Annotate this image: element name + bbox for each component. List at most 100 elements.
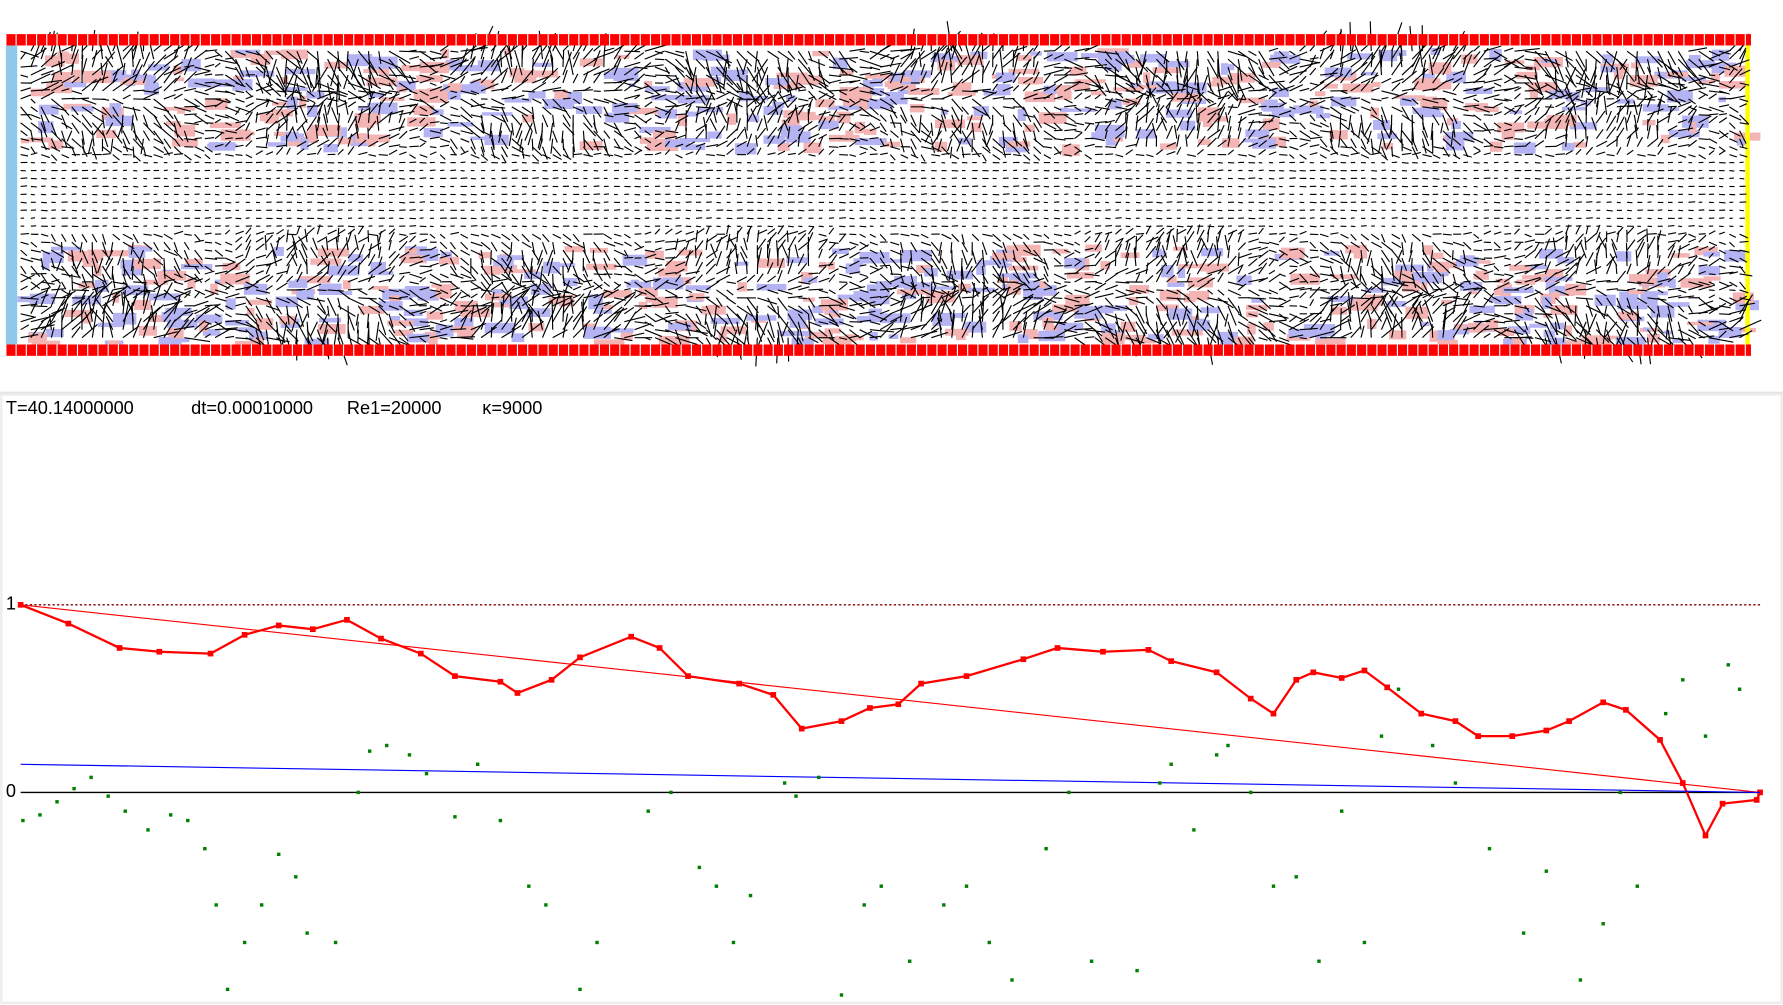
vorticity-patch (166, 121, 181, 126)
velocity-vector (337, 227, 340, 243)
velocity-vector (818, 289, 829, 294)
velocity-vector (130, 257, 134, 272)
velocity-vector (634, 52, 645, 60)
velocity-vector (137, 249, 144, 264)
vorticity-patch (1201, 248, 1224, 257)
velocity-vector (173, 273, 183, 279)
velocity-vector (122, 106, 141, 112)
velocity-vector (992, 138, 1004, 149)
velocity-vector (797, 241, 809, 251)
velocity-vector (204, 257, 218, 260)
velocity-vector (880, 295, 888, 299)
velocity-vector (20, 334, 39, 339)
velocity-vector (163, 249, 178, 257)
velocity-vector (61, 281, 67, 290)
velocity-vector (1064, 305, 1074, 310)
velocity-vector (255, 127, 266, 132)
velocity-vector (40, 273, 52, 289)
vorticity-patch (1370, 107, 1380, 119)
velocity-vector (41, 201, 47, 204)
velocity-vector (1125, 126, 1128, 139)
velocity-vector (859, 276, 869, 283)
velocity-vector (117, 249, 124, 266)
velocity-vector (859, 273, 868, 278)
velocity-vector (173, 114, 182, 128)
velocity-vector (368, 305, 381, 314)
velocity-vector (900, 289, 917, 299)
velocity-vector (705, 102, 712, 116)
velocity-vector (81, 106, 93, 115)
velocity-vector (355, 313, 359, 326)
velocity-vector (1074, 72, 1088, 76)
vorticity-patch (1349, 298, 1378, 311)
velocity-vector (777, 150, 786, 156)
velocity-vector (787, 86, 803, 92)
velocity-vector (777, 90, 789, 109)
velocity-vector (276, 273, 283, 283)
vorticity-patch (1165, 109, 1193, 118)
velocity-vector (245, 281, 259, 289)
velocity-vector (184, 277, 197, 283)
velocity-vector (654, 337, 674, 347)
vorticity-patch (869, 296, 890, 305)
velocity-vector (859, 301, 876, 307)
velocity-vector (184, 309, 198, 315)
vorticity-patch (102, 250, 129, 257)
velocity-vector (142, 60, 155, 76)
velocity-vector (1033, 233, 1042, 237)
velocity-vector (81, 289, 87, 299)
velocity-vector (163, 282, 173, 299)
velocity-vector (337, 125, 340, 139)
velocity-vector (368, 154, 377, 157)
vorticity-patch (856, 316, 884, 323)
velocity-vector (50, 327, 55, 338)
velocity-vector (1002, 106, 1015, 109)
velocity-vector (541, 114, 549, 128)
velocity-vector (971, 122, 975, 141)
velocity-vector (644, 50, 665, 60)
velocity-vector (245, 82, 253, 91)
velocity-vector (1053, 53, 1064, 60)
velocity-vector (20, 285, 28, 291)
vorticity-patch (1394, 95, 1425, 99)
velocity-vector (388, 289, 399, 293)
velocity-vector (322, 127, 329, 139)
velocity-vector (808, 321, 822, 328)
vorticity-patch (1395, 264, 1424, 271)
velocity-vector (531, 249, 540, 262)
velocity-vector (255, 237, 264, 243)
velocity-vector (745, 261, 748, 275)
velocity-vector (828, 329, 834, 341)
vorticity-patch (38, 121, 54, 134)
velocity-vector (542, 281, 555, 296)
vorticity-patch (576, 106, 603, 115)
velocity-vector (521, 106, 533, 114)
velocity-vector (572, 273, 585, 283)
velocity-vector (79, 242, 83, 253)
vorticity-patch (1327, 296, 1354, 303)
velocity-vector (399, 93, 412, 100)
velocity-vector (1114, 111, 1123, 124)
velocity-vector (133, 209, 140, 212)
velocity-vector (439, 77, 451, 84)
velocity-vector (173, 75, 181, 84)
velocity-vector (419, 254, 430, 259)
velocity-vector (889, 114, 896, 129)
velocity-vector (603, 138, 608, 153)
velocity-vector (1145, 88, 1152, 108)
velocity-vector (470, 72, 483, 76)
velocity-vector (567, 257, 574, 273)
velocity-vector (756, 58, 766, 75)
velocity-vector (470, 293, 478, 299)
velocity-vector (194, 233, 201, 242)
velocity-vector (358, 151, 368, 156)
velocity-vector (235, 275, 250, 283)
velocity-vector (675, 268, 685, 275)
velocity-vector (603, 306, 623, 323)
velocity-vector (71, 295, 86, 315)
vorticity-patch (589, 247, 609, 253)
velocity-vector (480, 56, 485, 68)
velocity-vector (1145, 66, 1158, 78)
velocity-vector (910, 284, 918, 291)
velocity-vector (940, 114, 947, 132)
